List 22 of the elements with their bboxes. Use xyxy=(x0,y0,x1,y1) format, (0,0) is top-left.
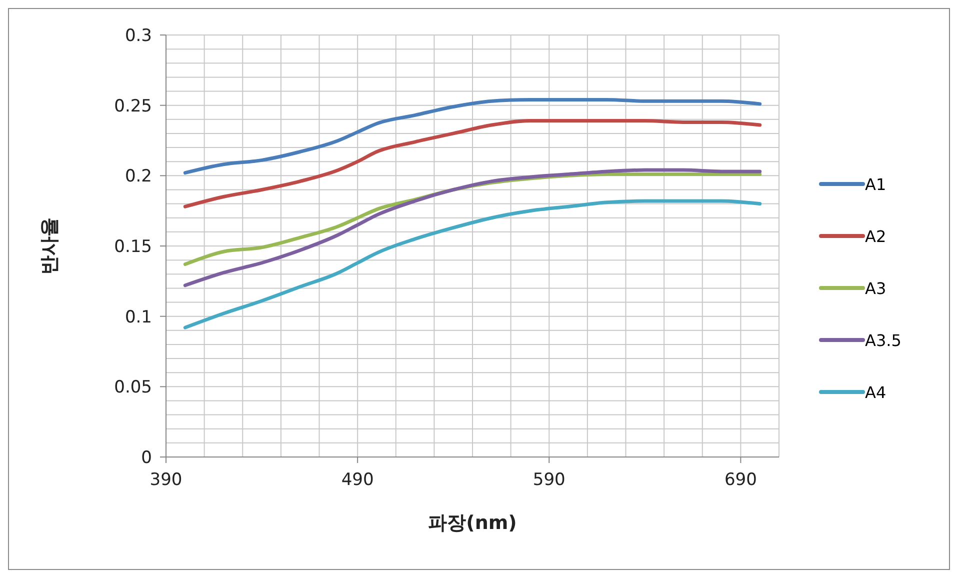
y-tick-label: 0.1 xyxy=(124,307,152,328)
x-tick-label: 690 xyxy=(724,470,757,490)
line-series xyxy=(183,119,762,208)
x-tick-label: 590 xyxy=(532,470,566,490)
legend-label: A1 xyxy=(865,174,886,194)
legend-label: A4 xyxy=(865,382,886,402)
y-tick-label: 0.05 xyxy=(114,378,152,398)
y-tick-label: 0.25 xyxy=(114,96,152,116)
legend-label: A3.5 xyxy=(865,330,902,350)
y-tick-label: 0.15 xyxy=(114,237,152,257)
line-series xyxy=(183,98,762,175)
y-tick-label: 0.2 xyxy=(124,166,152,187)
line-series xyxy=(183,168,762,288)
y-tick-label: 0.3 xyxy=(124,26,152,46)
legend-label: A2 xyxy=(865,226,886,246)
line-series xyxy=(183,199,762,330)
y-tick-label: 0 xyxy=(141,448,152,468)
legend-label: A3 xyxy=(865,278,886,298)
x-axis-title: 파장(nm) xyxy=(428,512,517,534)
x-tick-label: 390 xyxy=(150,470,182,490)
y-axis-title: 반사율 xyxy=(38,218,61,274)
x-tick-label: 490 xyxy=(341,470,374,490)
